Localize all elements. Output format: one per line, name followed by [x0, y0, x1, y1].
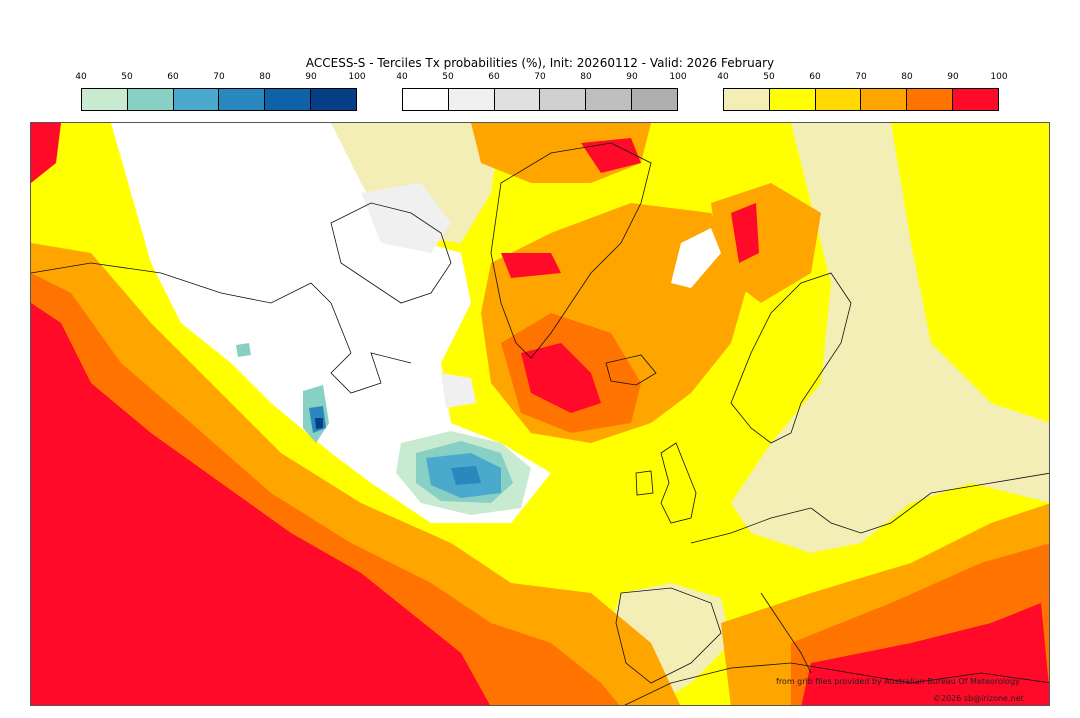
colorbar-above-ticks: 40 50 60 70 80 90 100 — [717, 72, 1007, 84]
field-red-corner-nw — [31, 123, 61, 183]
colorbar-swatch — [403, 89, 449, 110]
copyright-credit: ©2026 sb@irizone.net — [933, 694, 1024, 703]
colorbar-swatch — [265, 89, 312, 110]
field-red-atlantic — [31, 303, 490, 705]
field-blue-dark — [451, 466, 481, 485]
tick-label: 50 — [121, 72, 133, 82]
tick-label: 40 — [717, 72, 729, 82]
colorbar-swatch — [769, 89, 816, 110]
tick-label: 40 — [396, 72, 408, 82]
colorbar-swatch — [815, 89, 862, 110]
tick-label: 90 — [947, 72, 959, 82]
tick-label: 70 — [855, 72, 867, 82]
field-red-arctic — [581, 138, 641, 173]
field-white-canada — [111, 123, 551, 523]
coast-europe — [690, 472, 1049, 544]
tick-label: 80 — [580, 72, 592, 82]
coastlines — [31, 142, 1049, 705]
field-red-norway — [731, 203, 759, 263]
probability-map[interactable] — [30, 122, 1050, 706]
tick-label: 50 — [442, 72, 454, 82]
colorbar-swatch — [861, 89, 908, 110]
coast-baffin — [330, 202, 452, 304]
coast-canada — [31, 262, 412, 394]
map-canvas — [31, 123, 1049, 705]
coast-iberia — [615, 587, 722, 684]
tick-label: 60 — [809, 72, 821, 82]
field-white-norway — [671, 228, 721, 288]
coast-italy — [760, 592, 812, 674]
colorbar-near-ticks: 40 50 60 70 80 90 100 — [396, 72, 686, 84]
colorbar-swatch — [494, 89, 541, 110]
colorbar-near-normal — [402, 88, 678, 111]
tick-label: 80 — [259, 72, 271, 82]
tick-label: 90 — [626, 72, 638, 82]
coast-iceland — [605, 354, 657, 386]
colorbar-swatch — [311, 89, 356, 110]
colorbar-above-normal — [723, 88, 999, 111]
colorbar-below-ticks: 40 50 60 70 80 90 100 — [75, 72, 365, 84]
field-grey-mid — [441, 373, 476, 408]
field-red-irminger — [521, 343, 601, 413]
colorbar-swatch — [219, 89, 266, 110]
field-grey-baffin — [361, 183, 451, 253]
colorbar-swatch — [586, 89, 633, 110]
coast-greenland — [490, 142, 652, 359]
coast-britain — [660, 442, 697, 524]
field-red-med — [801, 603, 1049, 705]
field-blue-labrador-dark — [315, 418, 323, 429]
tick-label: 60 — [488, 72, 500, 82]
colorbar-swatch — [448, 89, 495, 110]
colorbar-swatch — [724, 89, 770, 110]
colorbar-swatch — [540, 89, 587, 110]
tick-label: 80 — [901, 72, 913, 82]
colorbar-swatch — [953, 89, 998, 110]
tick-label: 90 — [305, 72, 317, 82]
data-source-credit: from grib files provided by Australian B… — [776, 677, 1020, 686]
coast-ireland — [635, 470, 654, 496]
tick-label: 100 — [348, 72, 366, 82]
coast-africa — [624, 662, 1049, 705]
colorbar-swatch — [907, 89, 954, 110]
tick-label: 70 — [534, 72, 546, 82]
colorbar-swatch — [82, 89, 128, 110]
tick-label: 70 — [213, 72, 225, 82]
colorbar-swatch — [127, 89, 174, 110]
tick-label: 100 — [669, 72, 687, 82]
tick-label: 60 — [167, 72, 179, 82]
colorbar-swatch — [632, 89, 677, 110]
field-blue-hudson — [236, 343, 251, 357]
colorbar-swatch — [173, 89, 220, 110]
colorbar-below-normal — [81, 88, 357, 111]
tick-label: 50 — [763, 72, 775, 82]
map-title: ACCESS-S - Terciles Tx probabilities (%)… — [305, 56, 775, 70]
field-red-greenland-north — [501, 253, 561, 278]
coast-scandinavia — [730, 272, 852, 444]
tick-label: 100 — [990, 72, 1008, 82]
field-pale-east — [731, 123, 1049, 553]
tick-label: 40 — [75, 72, 87, 82]
